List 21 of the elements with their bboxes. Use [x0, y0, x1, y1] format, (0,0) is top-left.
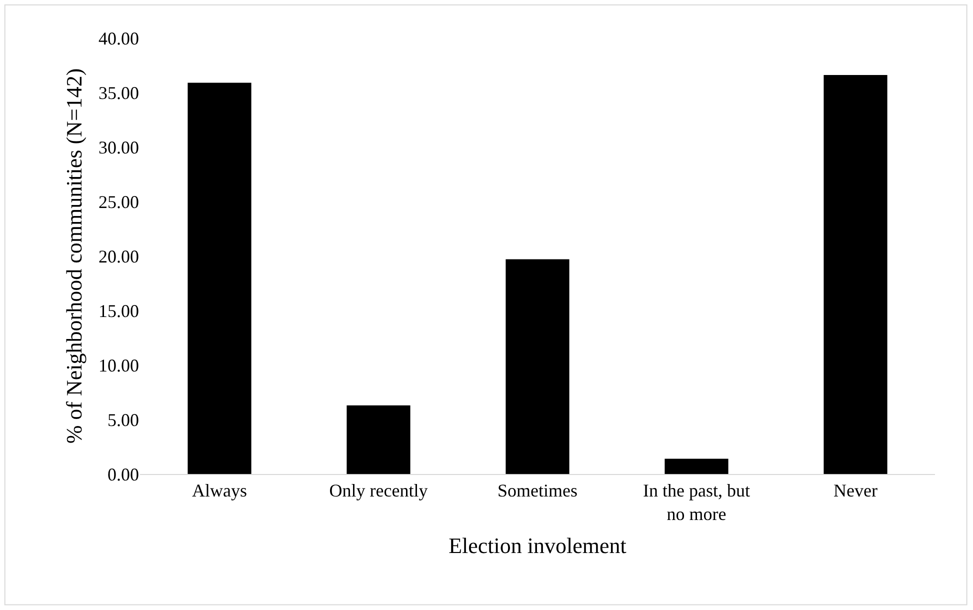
bar — [346, 405, 410, 474]
y-tick-label: 40.00 — [98, 28, 139, 48]
x-tick-label: Only recently — [329, 480, 428, 501]
y-tick-label: 10.00 — [98, 355, 139, 376]
y-tick-label: 20.00 — [98, 246, 139, 266]
y-tick-label: 35.00 — [98, 82, 139, 103]
bar — [664, 458, 728, 474]
bar — [824, 75, 888, 474]
y-axis-title: % of Neighborhood communities (N=142) — [61, 68, 86, 444]
y-tick-label: 5.00 — [108, 410, 139, 430]
y-tick-label: 15.00 — [98, 300, 139, 321]
bar — [188, 82, 252, 474]
y-tick-label: 30.00 — [98, 137, 139, 158]
x-tick-label: In the past, but no more — [643, 480, 750, 524]
x-axis-title: Election involement — [448, 532, 626, 558]
y-tick-label: 0.00 — [108, 464, 139, 484]
bar — [506, 259, 570, 474]
x-tick-label: Sometimes — [498, 480, 578, 501]
x-tick-label: Always — [192, 480, 247, 501]
y-tick-label: 25.00 — [98, 192, 139, 212]
x-tick-label: Never — [834, 480, 878, 501]
